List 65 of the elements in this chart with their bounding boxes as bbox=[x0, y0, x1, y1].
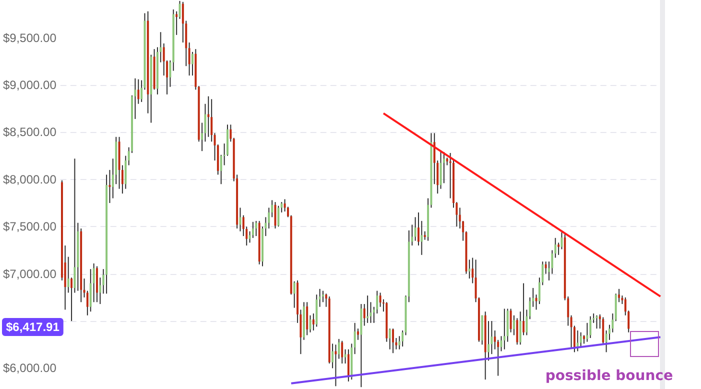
candlestick bbox=[108, 169, 111, 204]
candlestick bbox=[354, 322, 356, 355]
candlestick bbox=[414, 216, 416, 242]
candlestick bbox=[192, 51, 194, 76]
candlestick bbox=[188, 42, 190, 76]
candlestick bbox=[338, 338, 340, 360]
candlestick bbox=[176, 10, 178, 36]
candlestick bbox=[255, 220, 258, 237]
annotation: possible bounce bbox=[545, 368, 674, 384]
candlestick bbox=[322, 290, 324, 303]
candlestick bbox=[220, 154, 222, 185]
candlestick bbox=[325, 293, 328, 308]
candlestick bbox=[341, 340, 344, 364]
candlestick bbox=[472, 257, 474, 284]
candlestick bbox=[207, 96, 210, 138]
y-tick-label: $6,000.00 bbox=[2, 361, 57, 376]
candlestick bbox=[347, 348, 350, 382]
candlestick bbox=[516, 318, 518, 346]
y-tick-label: $8,000.00 bbox=[2, 172, 57, 186]
candlestick bbox=[580, 332, 582, 348]
candlestick bbox=[124, 155, 127, 190]
candlestick bbox=[512, 314, 515, 336]
y-tick-label: $8,500.00 bbox=[2, 125, 57, 140]
candlestick bbox=[586, 322, 588, 342]
y-tick-label: $7,000.00 bbox=[2, 266, 57, 281]
candlestick bbox=[169, 60, 172, 88]
candlestick bbox=[293, 280, 296, 308]
candlestick bbox=[99, 277, 102, 305]
candlestick bbox=[570, 314, 572, 348]
y-tick-label: $9,000.00 bbox=[2, 78, 57, 92]
candlestick bbox=[392, 328, 394, 354]
candlestick bbox=[420, 220, 423, 256]
candlestick bbox=[230, 124, 232, 142]
candlestick bbox=[618, 288, 620, 303]
candlestick bbox=[535, 294, 538, 310]
candlestick bbox=[92, 262, 95, 303]
candlestick bbox=[558, 242, 560, 256]
candlestick bbox=[388, 328, 391, 350]
candlestick bbox=[318, 288, 321, 308]
candlestick bbox=[312, 312, 314, 331]
y-tick-label: $9,500.00 bbox=[2, 30, 57, 45]
candlestick bbox=[554, 237, 556, 258]
candlestick bbox=[522, 282, 525, 336]
candlestick bbox=[277, 205, 280, 228]
candlestick bbox=[252, 221, 254, 238]
candlestick bbox=[379, 292, 382, 308]
candlestick bbox=[334, 344, 337, 387]
candlestick bbox=[239, 207, 242, 232]
candlestick bbox=[468, 259, 470, 280]
candlestick bbox=[137, 78, 140, 104]
candlestick bbox=[306, 302, 308, 336]
candlestick bbox=[589, 316, 592, 339]
candlestick bbox=[488, 320, 490, 362]
y-tick-label: $7,500.00 bbox=[2, 220, 57, 234]
candlestick bbox=[67, 256, 70, 294]
candlestick bbox=[402, 330, 404, 348]
candlestick bbox=[344, 348, 346, 364]
text: $6,417.91 bbox=[6, 320, 60, 334]
candlestick bbox=[357, 328, 359, 340]
candlestick bbox=[503, 308, 506, 350]
candlestick bbox=[90, 268, 92, 312]
candlestick bbox=[510, 308, 512, 333]
candlestick bbox=[440, 150, 442, 190]
candlestick bbox=[602, 316, 604, 346]
candlestick bbox=[210, 98, 213, 142]
